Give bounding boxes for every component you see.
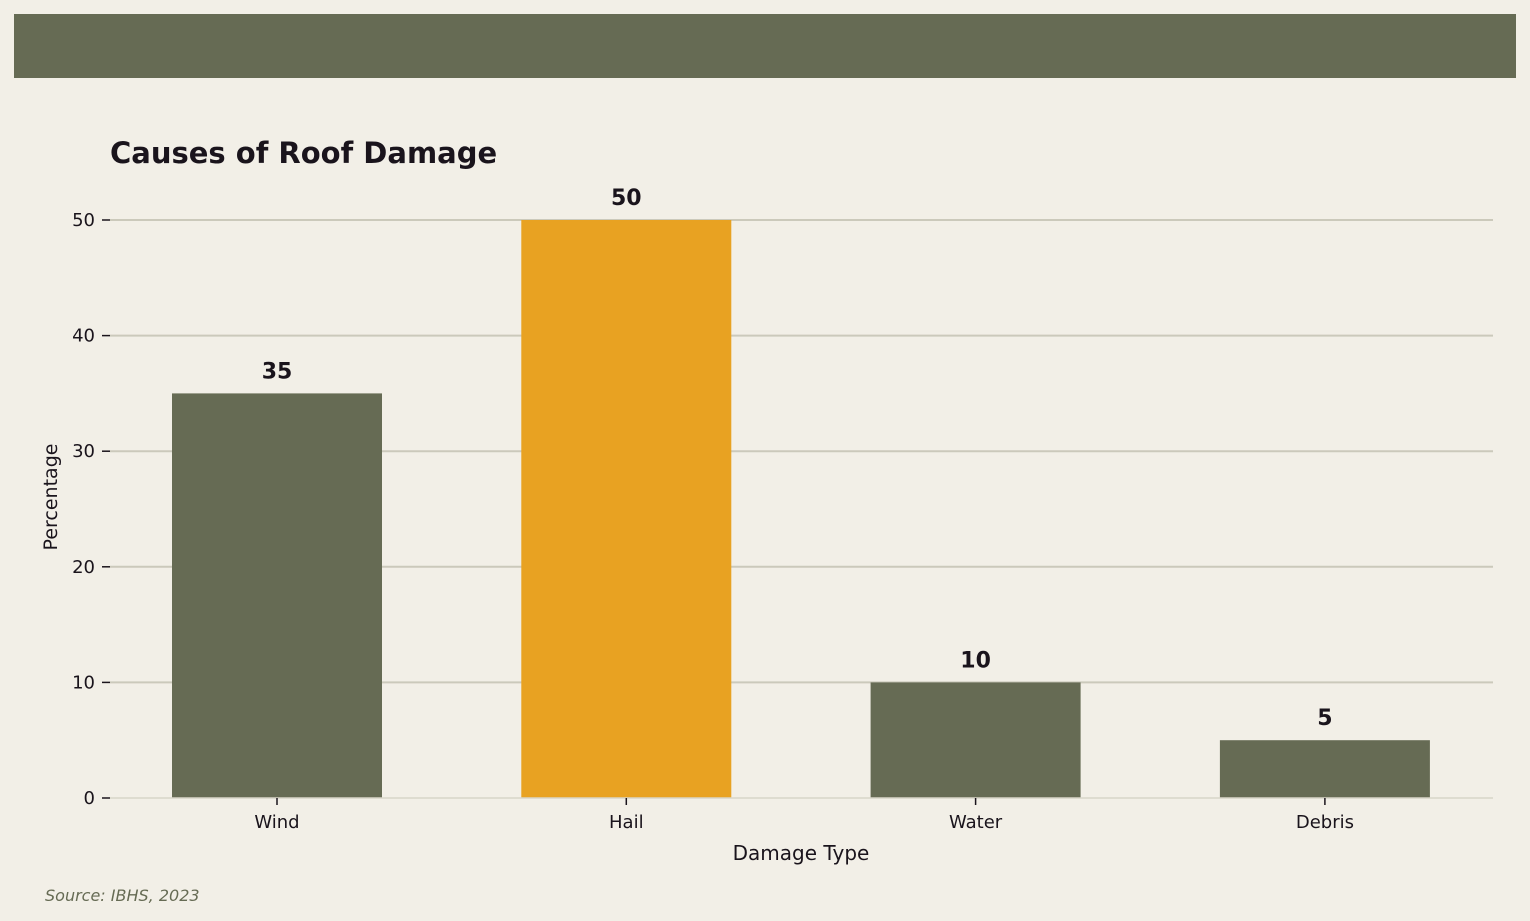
chart-title: Causes of Roof Damage — [110, 136, 497, 170]
y-axis-label: Percentage — [40, 444, 62, 551]
data-label-debris: 5 — [1317, 706, 1332, 731]
bars — [172, 220, 1430, 798]
data-label-wind: 35 — [262, 359, 293, 384]
bar-debris — [1219, 740, 1430, 798]
y-tick-label-0: 0 — [84, 788, 95, 809]
y-tick-label-10: 10 — [72, 672, 95, 693]
x-axis-label: Damage Type — [733, 841, 870, 865]
axes: 0 10 20 30 40 50 Wind Hail Water Debris — [72, 210, 1493, 833]
header-band — [14, 14, 1516, 78]
y-tick-label-40: 40 — [72, 326, 95, 347]
bar-wind — [172, 393, 382, 798]
data-labels: 35 50 10 5 — [262, 186, 1333, 731]
bar-hail — [521, 220, 732, 798]
y-tick-label-30: 30 — [72, 441, 95, 462]
data-label-water: 10 — [960, 648, 991, 673]
x-tick-label-hail: Hail — [609, 812, 644, 833]
y-tick-label-20: 20 — [72, 557, 95, 578]
x-tick-label-wind: Wind — [254, 812, 299, 833]
data-label-hail: 50 — [611, 186, 642, 211]
x-tick-label-debris: Debris — [1296, 812, 1354, 833]
y-tick-label-50: 50 — [72, 210, 95, 231]
bar-water — [870, 682, 1081, 798]
source-note: Source: IBHS, 2023 — [45, 886, 200, 905]
x-tick-label-water: Water — [949, 812, 1003, 833]
